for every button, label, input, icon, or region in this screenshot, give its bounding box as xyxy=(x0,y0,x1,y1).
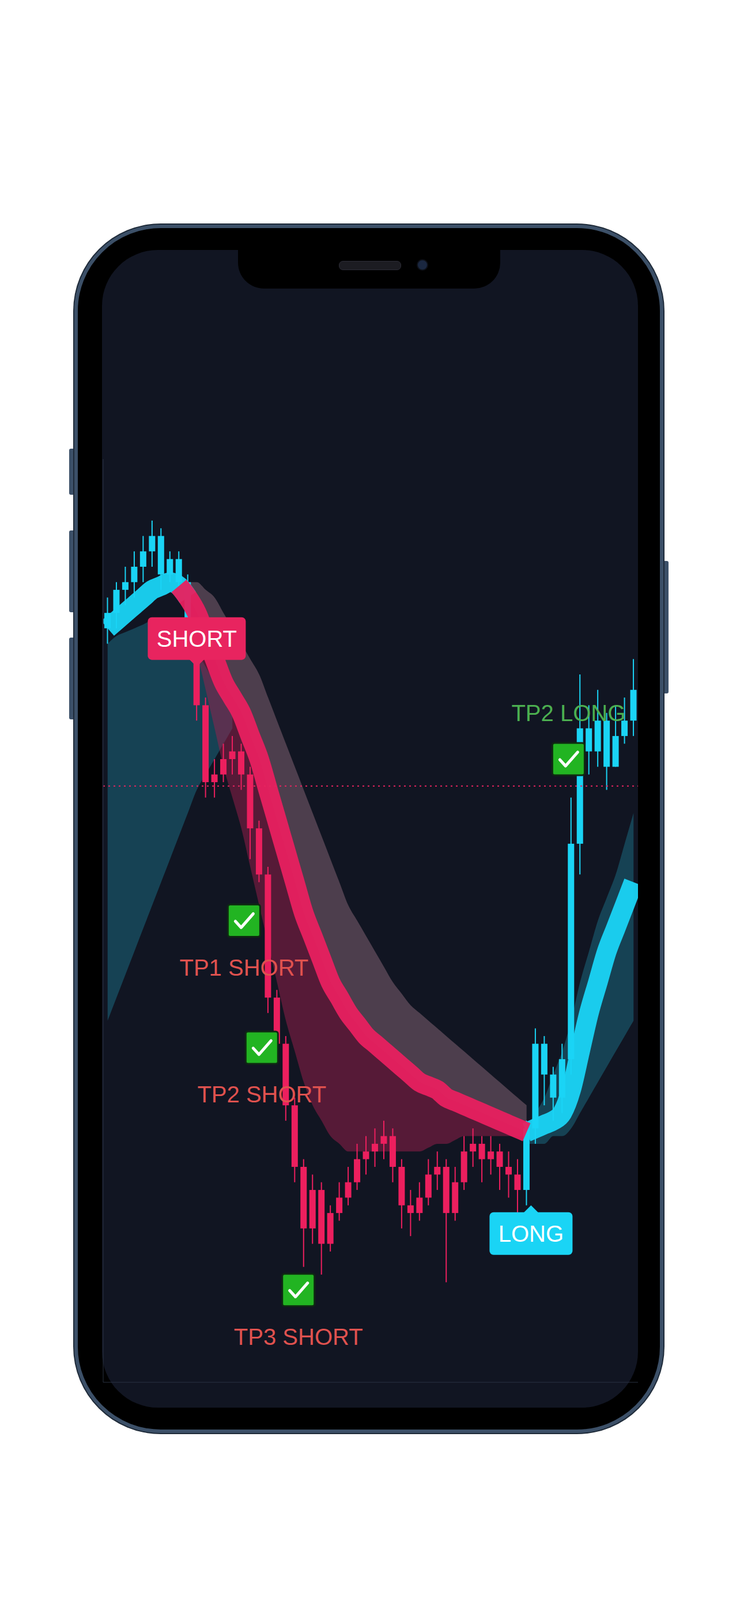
svg-text:TP3 SHORT: TP3 SHORT xyxy=(233,1324,364,1351)
svg-text:LONG: LONG xyxy=(498,1221,564,1248)
svg-text:TP2 SHORT: TP2 SHORT xyxy=(197,1082,327,1108)
svg-text:TP1 SHORT: TP1 SHORT xyxy=(179,955,309,981)
svg-text:TP2 LONG: TP2 LONG xyxy=(511,700,626,727)
svg-text:SHORT: SHORT xyxy=(156,626,237,652)
